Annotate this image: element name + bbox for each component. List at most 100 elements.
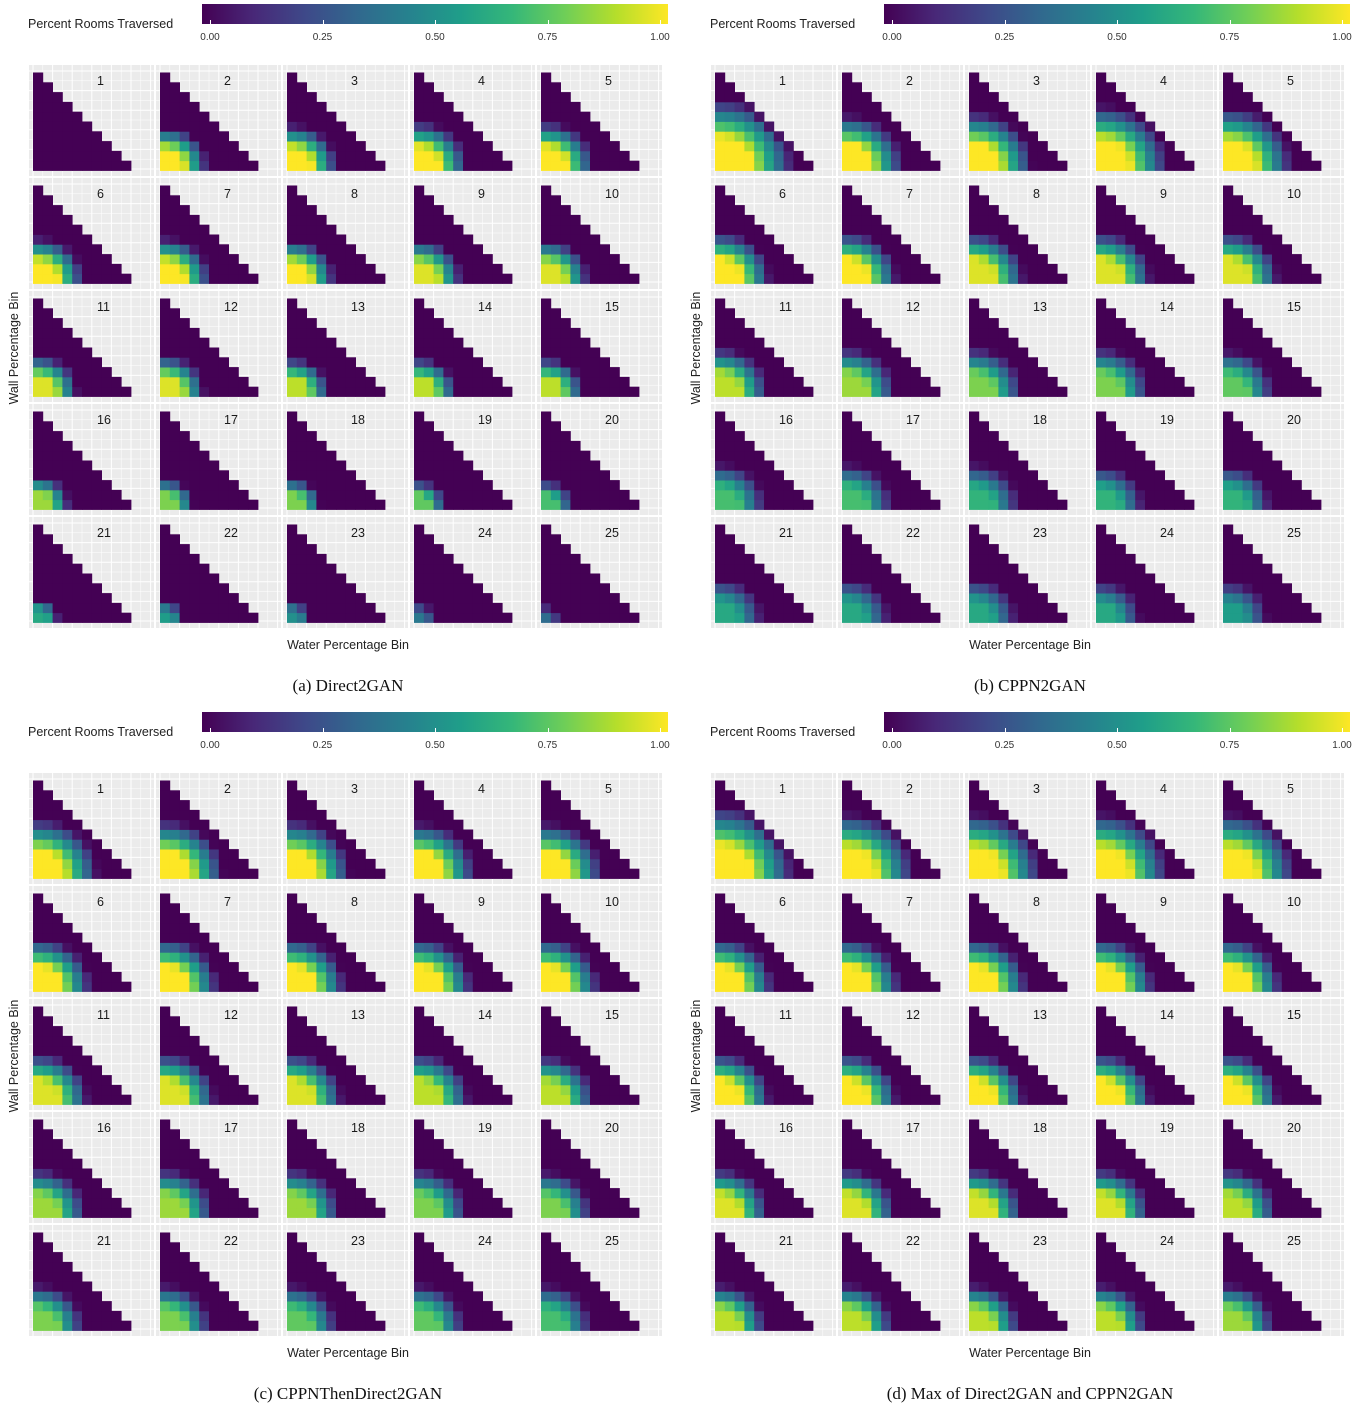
heat-cell [33,308,44,319]
heat-cell [1145,499,1156,510]
heat-cell [891,254,902,265]
heat-cell [1272,160,1283,171]
heat-cell [287,195,298,206]
heat-cell [1223,263,1234,275]
heat-cell [414,962,425,973]
heat-cell [169,602,180,614]
heat-cell [72,224,83,235]
heat-cell [62,553,73,565]
heat-cell [1252,111,1263,122]
heat-cell [724,101,735,113]
heat-cell [189,932,200,943]
heat-cell [316,499,327,510]
heat-cell [52,92,63,103]
heat-cell [1242,602,1253,614]
heat-cell [861,244,872,255]
heat-cell [1105,450,1116,461]
heat-cell [414,544,425,555]
heat-cell [296,480,307,491]
heat-cell [1262,602,1273,614]
heat-cell [33,499,44,510]
heat-cell [345,602,356,614]
heat-cell [443,480,454,491]
heat-cell [550,367,561,378]
heat-cell [453,150,464,162]
heat-cell [773,131,784,142]
heat-cell [209,234,220,245]
heat-cell [316,254,327,265]
heat-cell [433,101,444,113]
heat-cell [453,849,464,860]
heat-cell [33,780,44,791]
heat-cell [472,583,483,594]
heat-cell [189,868,200,879]
heat-cell [1105,553,1116,565]
heat-cell [42,981,53,992]
heat-cell [306,263,317,275]
heat-cell [881,150,892,162]
heat-cell [463,244,474,255]
heat-cell [1242,263,1253,275]
heat-cell [326,460,337,471]
heat-cell [1174,376,1185,388]
heat-cell [1242,131,1253,142]
heat-cell [599,263,610,275]
heat-cell [851,386,862,397]
heat-cell [1145,386,1156,397]
heat-cell [783,263,794,275]
heat-cell [160,440,171,452]
heat-cell [72,583,83,594]
heat-cell [881,263,892,275]
heat-cell [881,254,892,265]
heat-cell [724,376,735,388]
heat-cell [433,849,444,860]
heat-cell [851,327,862,339]
heat-cell [160,234,171,245]
heat-cell [969,347,980,358]
heat-cell [179,553,190,565]
heat-cell [463,386,474,397]
facet: 4 [1092,65,1217,180]
heat-cell [930,273,941,284]
heat-cell [443,234,454,245]
heat-cell [160,450,171,461]
heat-cell [1125,347,1136,358]
heat-cell [238,263,249,275]
heat-cell [433,922,444,934]
heat-cell [920,602,931,614]
heat-cell [209,612,220,623]
heat-cell [316,460,327,471]
heat-cell [199,254,210,265]
heat-cell [1105,534,1116,545]
heat-cell [550,849,561,860]
heat-cell [414,612,425,623]
heat-cell [570,347,581,358]
heat-cell [1242,160,1253,171]
heat-cell [472,376,483,388]
heat-cell [580,386,591,397]
heat-cell [463,489,474,501]
heat-cell [414,470,425,481]
heat-cell [160,347,171,358]
heat-cell [423,849,434,860]
heat-cell [33,273,44,284]
heat-cell [1232,553,1243,565]
heat-cell [443,460,454,471]
heat-cell [296,942,307,953]
heat-cell [590,583,601,594]
heat-cell [1135,386,1146,397]
heat-cell [1154,131,1165,142]
heat-cell [472,480,483,491]
heat-cell [541,82,552,93]
heat-cell [930,386,941,397]
heat-cell [42,318,53,329]
heat-cell [189,131,200,142]
heat-cell [296,234,307,245]
heat-cell [62,602,73,614]
heat-cell [82,386,93,397]
facet-label: 10 [1287,187,1301,201]
heat-cell [209,263,220,275]
heat-cell [306,583,317,594]
heat-cell [160,121,171,132]
heat-cell [33,82,44,93]
